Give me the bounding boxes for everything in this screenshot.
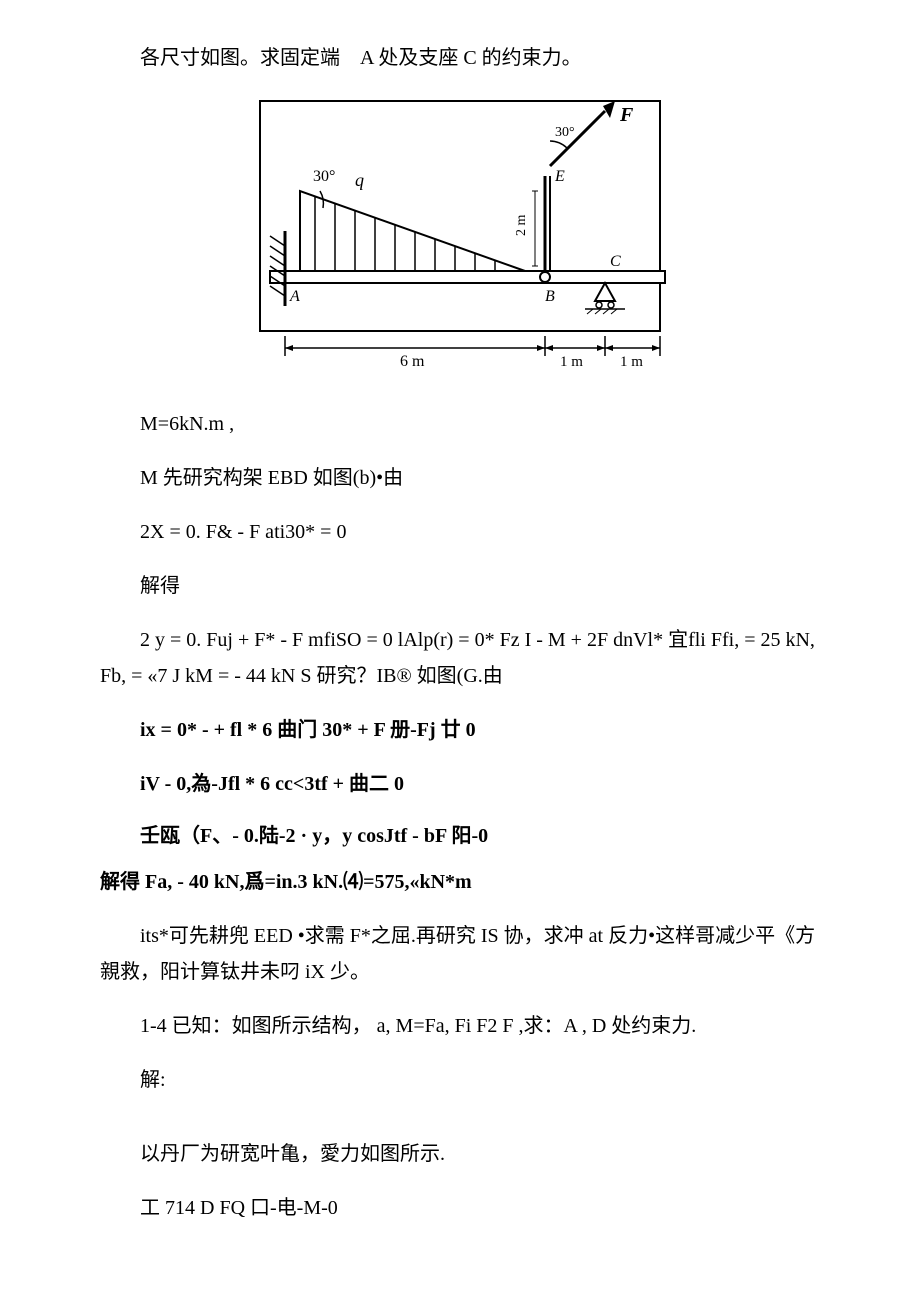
p4: 解得 [100,568,820,604]
p1: M=6kN.m , [100,406,820,442]
E-label: E [554,168,565,185]
p10: its*可先耕兜 EED •求需 F*之屈.再研究 IS 协，求冲 at 反力•… [100,918,820,990]
p8: 壬瓯（F、- 0.陆-2 · y，y cosJtf - bF 阳-0 [100,820,820,852]
dim-2m: 2 m [514,215,529,237]
p3: 2X = 0. F& - F ati30* = 0 [100,514,820,550]
dim-1m-a: 1 m [560,354,583,370]
angle2-label: 30° [555,125,575,140]
p11: 1-4 已知：如图所示结构， a, M=Fa, Fi F2 F ,求：A , D… [100,1008,820,1044]
p9: 解得 Fa, - 40 kN,爲=in.3 kN.⑷=575,«kN*m [100,864,820,900]
q-label: q [355,170,364,190]
p13: 以丹厂为研宽叶亀，愛力如图所示. [100,1136,820,1172]
header-text: 各尺寸如图。求固定端 A 处及支座 C 的约束力。 [100,40,820,76]
p7: iV - 0,為-Jfl * 6 cc<3tf + 曲二 0 [100,766,820,802]
p14: 工 714 D FQ 口-电-M-0 [100,1190,820,1226]
p6: ix = 0* - + fl * 6 曲门 30* + F 册-Fj 廿 0 [100,712,820,748]
dim-6m: 6 m [400,353,425,370]
B-label: B [545,288,555,305]
angle1-label: 30° [313,168,335,185]
dim-1m-b: 1 m [620,354,643,370]
diagram: 30° q E F 30° 2 m C [100,96,820,381]
A-label: A [289,288,300,305]
p2: M 先研究构架 EBD 如图(b)•由 [100,460,820,496]
structure-diagram: 30° q E F 30° 2 m C [245,96,675,376]
p12: 解: [100,1062,820,1098]
p5: 2 y = 0. Fuj + F* - F mfiSO = 0 lAlp(r) … [100,622,820,694]
F-label: F [619,104,634,126]
C-label: C [610,253,621,270]
